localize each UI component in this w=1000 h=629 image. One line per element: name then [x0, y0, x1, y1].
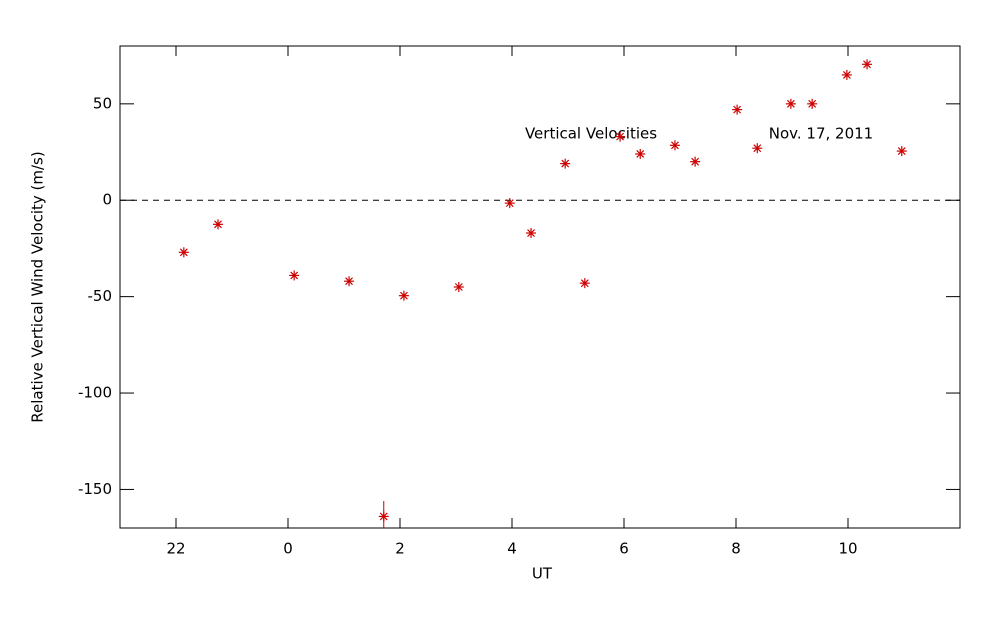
marker-stroke — [454, 283, 463, 291]
data-point — [841, 69, 852, 80]
marker-stroke — [505, 199, 514, 208]
marker-stroke — [636, 150, 645, 158]
marker-stroke — [753, 144, 762, 153]
data-point — [896, 146, 907, 157]
data-point — [289, 270, 300, 281]
y-tick-label: -50 — [88, 287, 113, 305]
y-tick-label: 50 — [93, 94, 112, 112]
y-axis-label: Relative Vertical Wind Velocity (m/s) — [29, 151, 47, 422]
data-point — [560, 158, 571, 169]
plot-frame — [119, 45, 961, 529]
x-tick-label: 4 — [507, 540, 517, 558]
marker-stroke — [214, 220, 222, 229]
data-point — [785, 98, 796, 109]
marker-stroke — [379, 512, 388, 521]
x-tick-label: 6 — [619, 540, 629, 558]
marker-stroke — [863, 60, 871, 69]
marker-stroke — [616, 132, 625, 141]
data-point — [690, 156, 701, 167]
x-tick-label: 22 — [166, 540, 185, 558]
data-point — [213, 219, 223, 230]
data-point — [453, 282, 464, 292]
y-tick-label: -100 — [78, 384, 112, 402]
marker-stroke — [345, 277, 353, 286]
marker-stroke — [527, 229, 535, 237]
marker-stroke — [691, 157, 700, 166]
marker-stroke — [179, 248, 188, 257]
data-point — [615, 131, 626, 142]
y-tick-label: -150 — [78, 480, 112, 498]
data-point — [178, 247, 189, 258]
data-point — [378, 511, 389, 522]
x-axis-label: UT — [532, 565, 553, 583]
y-tick-label: 0 — [102, 191, 112, 209]
x-tick-label: 2 — [395, 540, 405, 558]
data-point — [344, 276, 355, 287]
data-point — [398, 290, 409, 301]
annotation: Vertical Velocities — [525, 125, 657, 143]
data-point — [579, 278, 590, 289]
marker-stroke — [842, 70, 851, 79]
marker-stroke — [786, 99, 795, 108]
data-point — [526, 228, 537, 239]
data-point — [732, 104, 743, 115]
annotation: Nov. 17, 2011 — [769, 125, 873, 143]
marker-stroke — [399, 291, 408, 300]
marker-stroke — [671, 141, 679, 150]
data-point — [807, 98, 818, 109]
marker-stroke — [580, 279, 589, 288]
data-point — [635, 148, 646, 159]
x-tick-label: 0 — [283, 540, 293, 558]
marker-stroke — [897, 147, 906, 156]
data-point — [862, 59, 873, 70]
x-tick-label: 8 — [731, 540, 741, 558]
marker-stroke — [733, 105, 742, 114]
data-point — [752, 143, 763, 154]
data-point — [669, 140, 680, 151]
x-tick-label: 10 — [838, 540, 857, 558]
marker-stroke — [808, 99, 817, 108]
marker-stroke — [290, 271, 299, 280]
data-point — [504, 198, 515, 209]
marker-stroke — [561, 159, 570, 168]
